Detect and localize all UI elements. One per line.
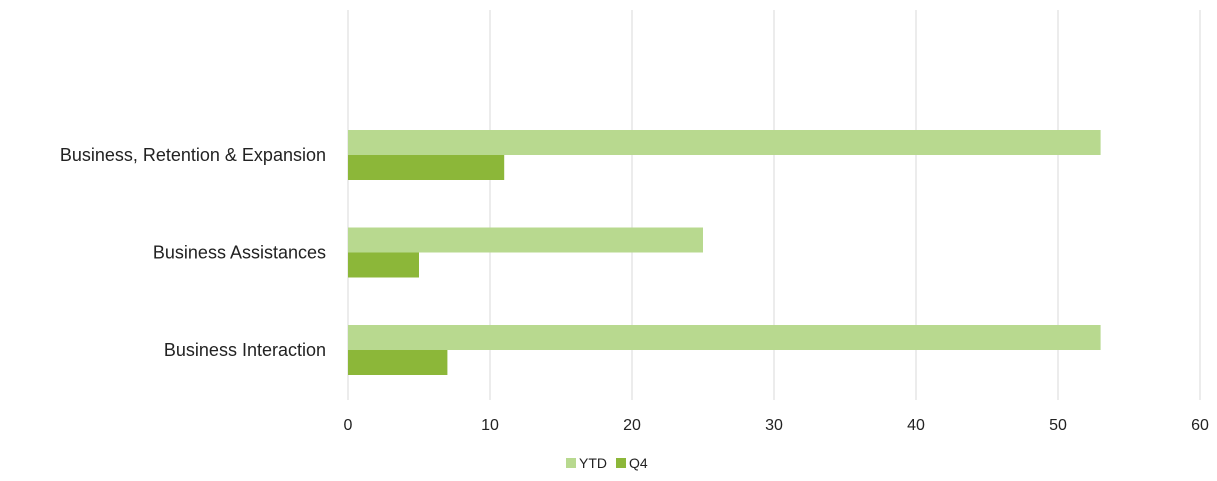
x-tick-label: 10 — [481, 417, 499, 434]
x-tick-label: 0 — [344, 417, 353, 434]
legend-swatch-ytd — [566, 458, 576, 468]
x-tick-label: 40 — [907, 417, 925, 434]
legend-label-ytd: YTD — [579, 455, 607, 471]
legend: YTD Q4 — [566, 455, 648, 471]
bar-ytd-1 — [348, 227, 703, 253]
category-label: Business, Retention & Expansion — [60, 145, 326, 165]
category-label: Business Interaction — [164, 340, 326, 360]
x-tick-label: 60 — [1191, 417, 1209, 434]
legend-label-q4: Q4 — [629, 455, 648, 471]
category-label: Business Assistances — [153, 243, 326, 263]
bar-q4-1 — [348, 252, 419, 278]
gridlines — [347, 10, 1201, 400]
category-labels: Business, Retention & Expansion Business … — [60, 145, 326, 360]
bar-ytd-2 — [348, 325, 1101, 350]
legend-swatch-q4 — [616, 458, 626, 468]
bar-q4-2 — [348, 350, 448, 375]
x-tick-label: 20 — [623, 417, 641, 434]
bars — [348, 130, 1101, 375]
bar-q4-0 — [348, 155, 505, 180]
bar-ytd-0 — [348, 130, 1101, 155]
x-tick-label: 30 — [765, 417, 783, 434]
x-tick-labels: 0 10 20 30 40 50 60 — [344, 417, 1209, 434]
x-tick-label: 50 — [1049, 417, 1067, 434]
